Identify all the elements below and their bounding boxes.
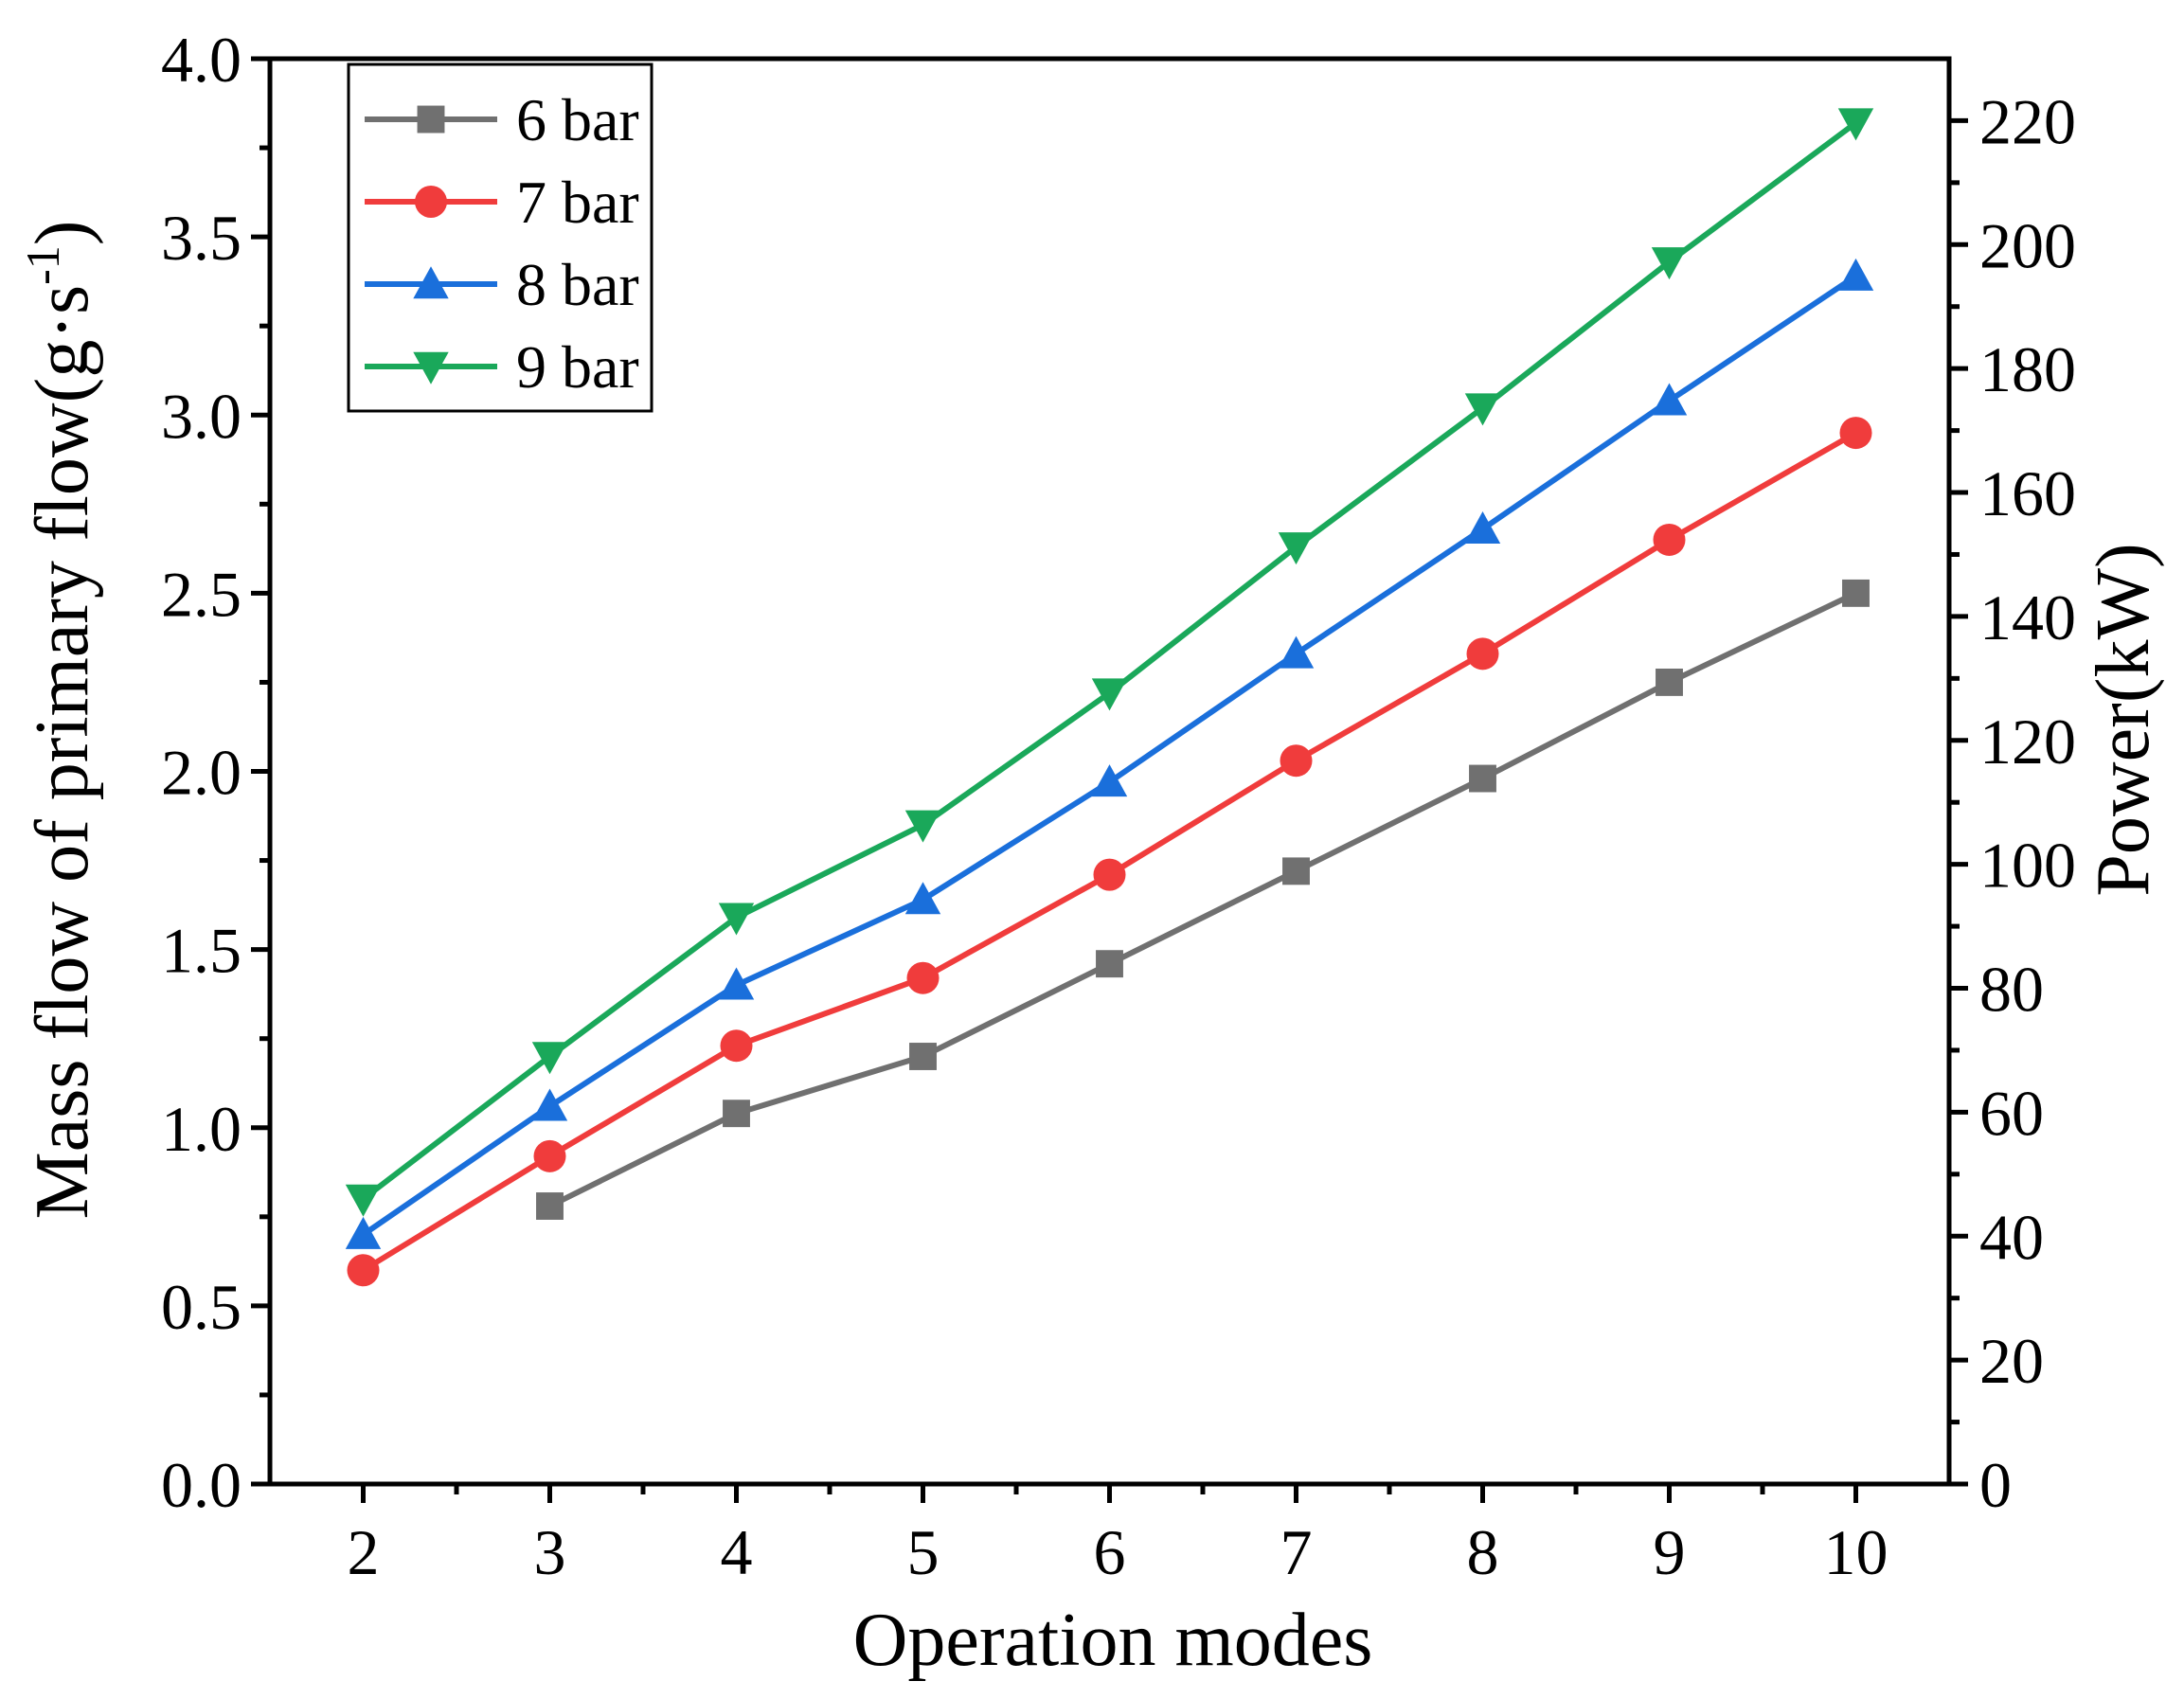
point-8-bar-4 (718, 967, 755, 1000)
x-tick-label-7: 7 (1280, 1516, 1313, 1588)
y2-tick-label-160: 160 (1979, 457, 2076, 529)
y2-tick-label-220: 220 (1979, 85, 2076, 157)
ticks-layer (251, 56, 1968, 1503)
legend-marker-9-bar (413, 351, 449, 385)
y-tick-label-2: 2.0 (161, 737, 242, 809)
y2-axis-title: Power(kW) (2082, 543, 2165, 896)
y2-tick-label-100: 100 (1979, 830, 2076, 902)
legend-marker-7-bar (415, 186, 447, 218)
point-6-bar-9 (1656, 668, 1683, 696)
point-8-bar-6 (1091, 764, 1128, 797)
y2-tick-label-80: 80 (1979, 954, 2044, 1026)
point-7-bar-10 (1839, 417, 1872, 450)
series-line-6-bar (548, 590, 1857, 1209)
y-tick-label-1: 1.0 (161, 1093, 242, 1165)
y-axis-title-close: ) (21, 221, 104, 246)
point-7-bar-6 (1093, 858, 1126, 891)
y-axis-title-superscript: -1 (16, 245, 69, 285)
y-tick-label-4: 4.0 (161, 24, 242, 96)
y2-tick-label-180: 180 (1979, 333, 2076, 405)
point-9-bar-8 (1464, 393, 1501, 426)
point-8-bar-9 (1651, 383, 1688, 416)
y2-tick-label-140: 140 (1979, 581, 2076, 653)
point-7-bar-2 (347, 1254, 380, 1287)
point-9-bar-9 (1651, 247, 1688, 280)
y-tick-label-0: 0.0 (161, 1449, 242, 1521)
point-8-bar-5 (904, 882, 941, 915)
x-tick-label-8: 8 (1467, 1516, 1499, 1588)
y-tick-label-1.5: 1.5 (161, 915, 242, 987)
legend-label-6-bar: 6 bar (516, 86, 639, 153)
point-6-bar-4 (723, 1100, 750, 1128)
legend: 6 bar 7 bar 8 bar 9 bar (347, 63, 653, 413)
point-6-bar-5 (909, 1043, 937, 1070)
y-tick-label-3: 3.0 (161, 380, 242, 452)
y2-tick-label-60: 60 (1979, 1077, 2044, 1149)
y-axis-title: Mass flow of primary flow(g·s-1) (16, 221, 104, 1220)
point-7-bar-8 (1466, 637, 1499, 671)
x-tick-label-3: 3 (534, 1516, 566, 1588)
point-8-bar-10 (1837, 258, 1874, 291)
point-9-bar-6 (1091, 678, 1128, 711)
x-tick-label-10: 10 (1824, 1516, 1889, 1588)
series-6-bar (536, 579, 1870, 1220)
y-tick-label-3.5: 3.5 (161, 202, 242, 274)
legend-label-7-bar: 7 bar (516, 169, 639, 236)
point-9-bar-4 (718, 903, 755, 936)
point-6-bar-6 (1096, 950, 1123, 978)
series-8-bar (345, 258, 1874, 1249)
point-8-bar-8 (1464, 510, 1501, 544)
point-8-bar-7 (1278, 635, 1315, 669)
x-tick-label-9: 9 (1654, 1516, 1686, 1588)
y2-tick-label-200: 200 (1979, 209, 2076, 281)
y-axis-title-main: Mass flow of primary flow(g·s (21, 285, 104, 1219)
series-layer (345, 108, 1874, 1287)
point-9-bar-2 (345, 1184, 382, 1217)
point-9-bar-5 (904, 810, 941, 843)
legend-label-9-bar: 9 bar (516, 333, 639, 401)
point-6-bar-3 (536, 1192, 564, 1220)
point-7-bar-4 (720, 1029, 753, 1063)
point-6-bar-7 (1282, 857, 1310, 885)
point-6-bar-8 (1469, 764, 1496, 793)
point-9-bar-3 (531, 1042, 568, 1075)
y2-tick-label-40: 40 (1979, 1201, 2044, 1273)
legend-label-8-bar: 8 bar (516, 251, 639, 318)
point-8-bar-3 (531, 1088, 568, 1121)
y2-tick-label-20: 20 (1979, 1325, 2044, 1397)
legend-marker-8-bar (413, 266, 449, 299)
y2-tick-label-0: 0 (1979, 1449, 2012, 1521)
x-tick-label-4: 4 (721, 1516, 753, 1588)
y-tick-label-2.5: 2.5 (161, 558, 242, 630)
legend-marker-6-bar (417, 105, 445, 134)
point-7-bar-5 (906, 961, 940, 994)
y2-tick-label-120: 120 (1979, 706, 2076, 778)
point-7-bar-7 (1280, 744, 1313, 778)
x-tick-label-6: 6 (1094, 1516, 1126, 1588)
series-9-bar (345, 108, 1874, 1217)
point-8-bar-2 (345, 1216, 382, 1249)
point-7-bar-3 (533, 1139, 566, 1172)
point-6-bar-10 (1842, 579, 1870, 607)
point-7-bar-9 (1653, 523, 1686, 556)
y-tick-label-0.5: 0.5 (161, 1271, 242, 1343)
labels-layer: 2 3 4 5 6 7 8 9 10 0.0 0.5 1.0 1.5 2.0 2.5 3.0 3.5 4.0 0 20… (161, 24, 2076, 1588)
point-9-bar-7 (1278, 532, 1315, 565)
series-7-bar (347, 417, 1872, 1287)
x-tick-label-5: 5 (907, 1516, 940, 1588)
point-9-bar-10 (1837, 108, 1874, 141)
x-axis-title: Operation modes (853, 1599, 1373, 1682)
x-tick-label-2: 2 (348, 1516, 380, 1588)
